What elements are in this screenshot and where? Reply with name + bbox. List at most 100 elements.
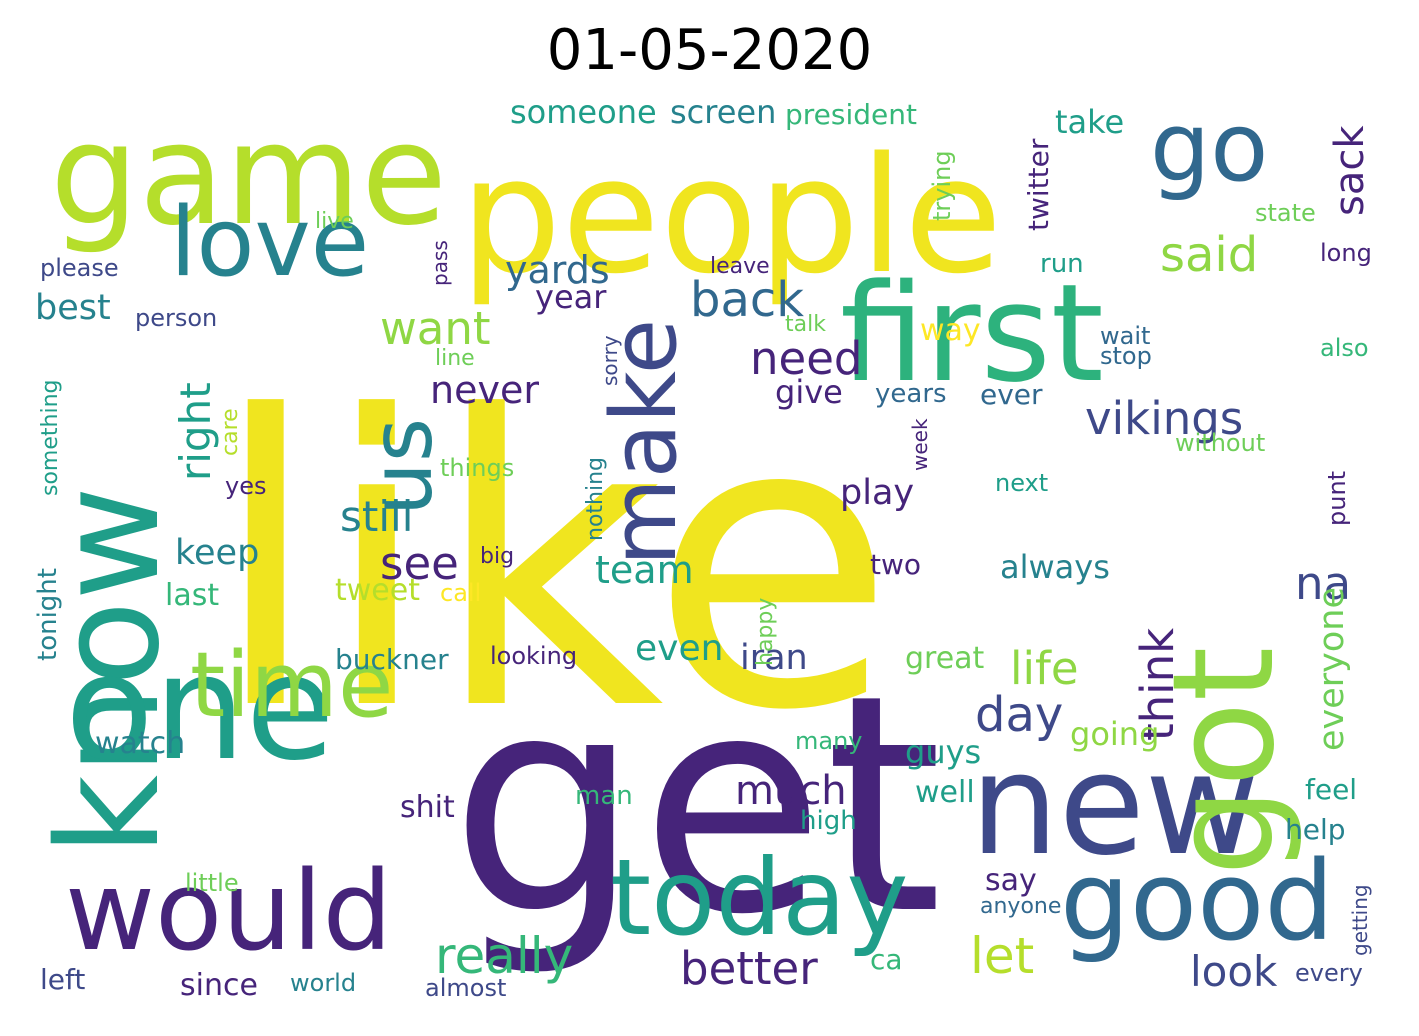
word-left: left: [40, 963, 86, 996]
word-love: love: [170, 188, 370, 298]
word-still: still: [340, 492, 414, 541]
word-game: game: [50, 96, 448, 257]
word-look: look: [1190, 947, 1278, 996]
word-twitter: twitter: [1022, 138, 1055, 231]
word-trying: trying: [928, 150, 956, 221]
word-say: say: [985, 863, 1037, 898]
word-man: man: [575, 781, 633, 811]
word-better: better: [680, 942, 818, 995]
word-need: need: [750, 332, 863, 385]
word-team: team: [595, 548, 694, 592]
word-yards: yards: [505, 248, 610, 292]
word-things: things: [440, 454, 515, 482]
word-back: back: [690, 272, 805, 328]
word-see: see: [380, 537, 459, 590]
word-never: never: [430, 368, 539, 412]
word-give: give: [775, 373, 843, 411]
word-first: first: [840, 255, 1104, 412]
word-day: day: [975, 687, 1064, 743]
word-many: many: [795, 727, 863, 755]
word-great: great: [905, 641, 985, 676]
word-keep: keep: [175, 533, 260, 573]
word-please: please: [40, 254, 119, 282]
word-way: way: [920, 313, 981, 348]
word-going: going: [1070, 715, 1160, 753]
word-people: people: [460, 122, 1003, 309]
word-pass: pass: [428, 240, 452, 286]
word-leave: leave: [710, 254, 770, 279]
word-state: state: [1255, 199, 1316, 227]
word-help: help: [1285, 813, 1346, 846]
word-want: want: [380, 302, 491, 355]
word-big: big: [480, 544, 515, 569]
word-good: good: [1060, 837, 1335, 965]
word-happy: happy: [753, 597, 778, 666]
wordcloud-title: 01-05-2020: [546, 18, 873, 83]
word-care: care: [218, 408, 243, 456]
word-last: last: [165, 578, 220, 613]
word-always: always: [1000, 548, 1110, 586]
word-tonight: tonight: [33, 568, 63, 661]
word-buckner: buckner: [335, 643, 449, 676]
word-feel: feel: [1305, 773, 1358, 806]
word-president: president: [785, 98, 917, 131]
word-call: call: [440, 579, 482, 607]
word-someone: someone: [510, 96, 657, 131]
word-two: two: [870, 548, 922, 581]
word-since: since: [180, 968, 258, 1003]
word-live: live: [315, 209, 354, 234]
word-punt: punt: [1323, 470, 1351, 526]
word-time: time: [190, 633, 394, 738]
word-best: best: [35, 288, 111, 328]
word-cloud: like get people game first know one new got good w…: [30, 96, 1390, 1006]
word-something: something: [38, 379, 63, 496]
word-go: go: [1150, 96, 1269, 203]
word-shit: shit: [400, 790, 455, 825]
word-without: without: [1175, 429, 1266, 457]
word-vikings: vikings: [1085, 392, 1244, 445]
word-ever: ever: [980, 378, 1043, 411]
word-line: line: [435, 346, 475, 371]
word-anyone: anyone: [980, 894, 1062, 919]
word-yes: yes: [225, 472, 267, 500]
word-getting: getting: [1348, 884, 1372, 956]
word-get: get: [450, 631, 943, 980]
word-sorry: sorry: [598, 335, 622, 386]
word-ca: ca: [870, 943, 903, 976]
word-little: little: [185, 869, 239, 897]
word-nothing: nothing: [583, 457, 608, 541]
word-world: world: [290, 969, 357, 997]
word-also: also: [1320, 334, 1369, 362]
word-everyone: everyone: [1312, 586, 1352, 751]
word-take: take: [1055, 103, 1125, 141]
word-play: play: [840, 473, 915, 513]
word-talk: talk: [785, 312, 826, 337]
word-long: long: [1320, 239, 1372, 267]
word-week: week: [908, 418, 932, 471]
word-really: really: [435, 927, 574, 985]
word-well: well: [915, 775, 975, 810]
word-screen: screen: [670, 96, 777, 131]
word-much: much: [735, 768, 847, 814]
word-looking: looking: [490, 642, 578, 670]
word-right: right: [171, 382, 220, 481]
word-years: years: [875, 379, 947, 409]
word-iran: iran: [740, 638, 808, 678]
word-new: new: [970, 724, 1260, 887]
word-even: even: [635, 628, 724, 669]
word-watch: watch: [95, 726, 186, 761]
word-tweet: tweet: [335, 573, 420, 608]
word-every: every: [1295, 959, 1363, 987]
word-almost: almost: [425, 974, 507, 1002]
word-person: person: [135, 304, 218, 332]
word-one: one: [65, 624, 335, 793]
word-wait: wait: [1100, 322, 1151, 350]
word-like: like: [210, 333, 896, 798]
word-would: would: [65, 847, 393, 975]
word-high: high: [800, 806, 857, 836]
word-let: let: [970, 927, 1035, 985]
word-stop: stop: [1100, 342, 1152, 370]
word-next: next: [995, 469, 1049, 497]
word-guys: guys: [905, 733, 982, 771]
word-today: today: [610, 837, 909, 959]
